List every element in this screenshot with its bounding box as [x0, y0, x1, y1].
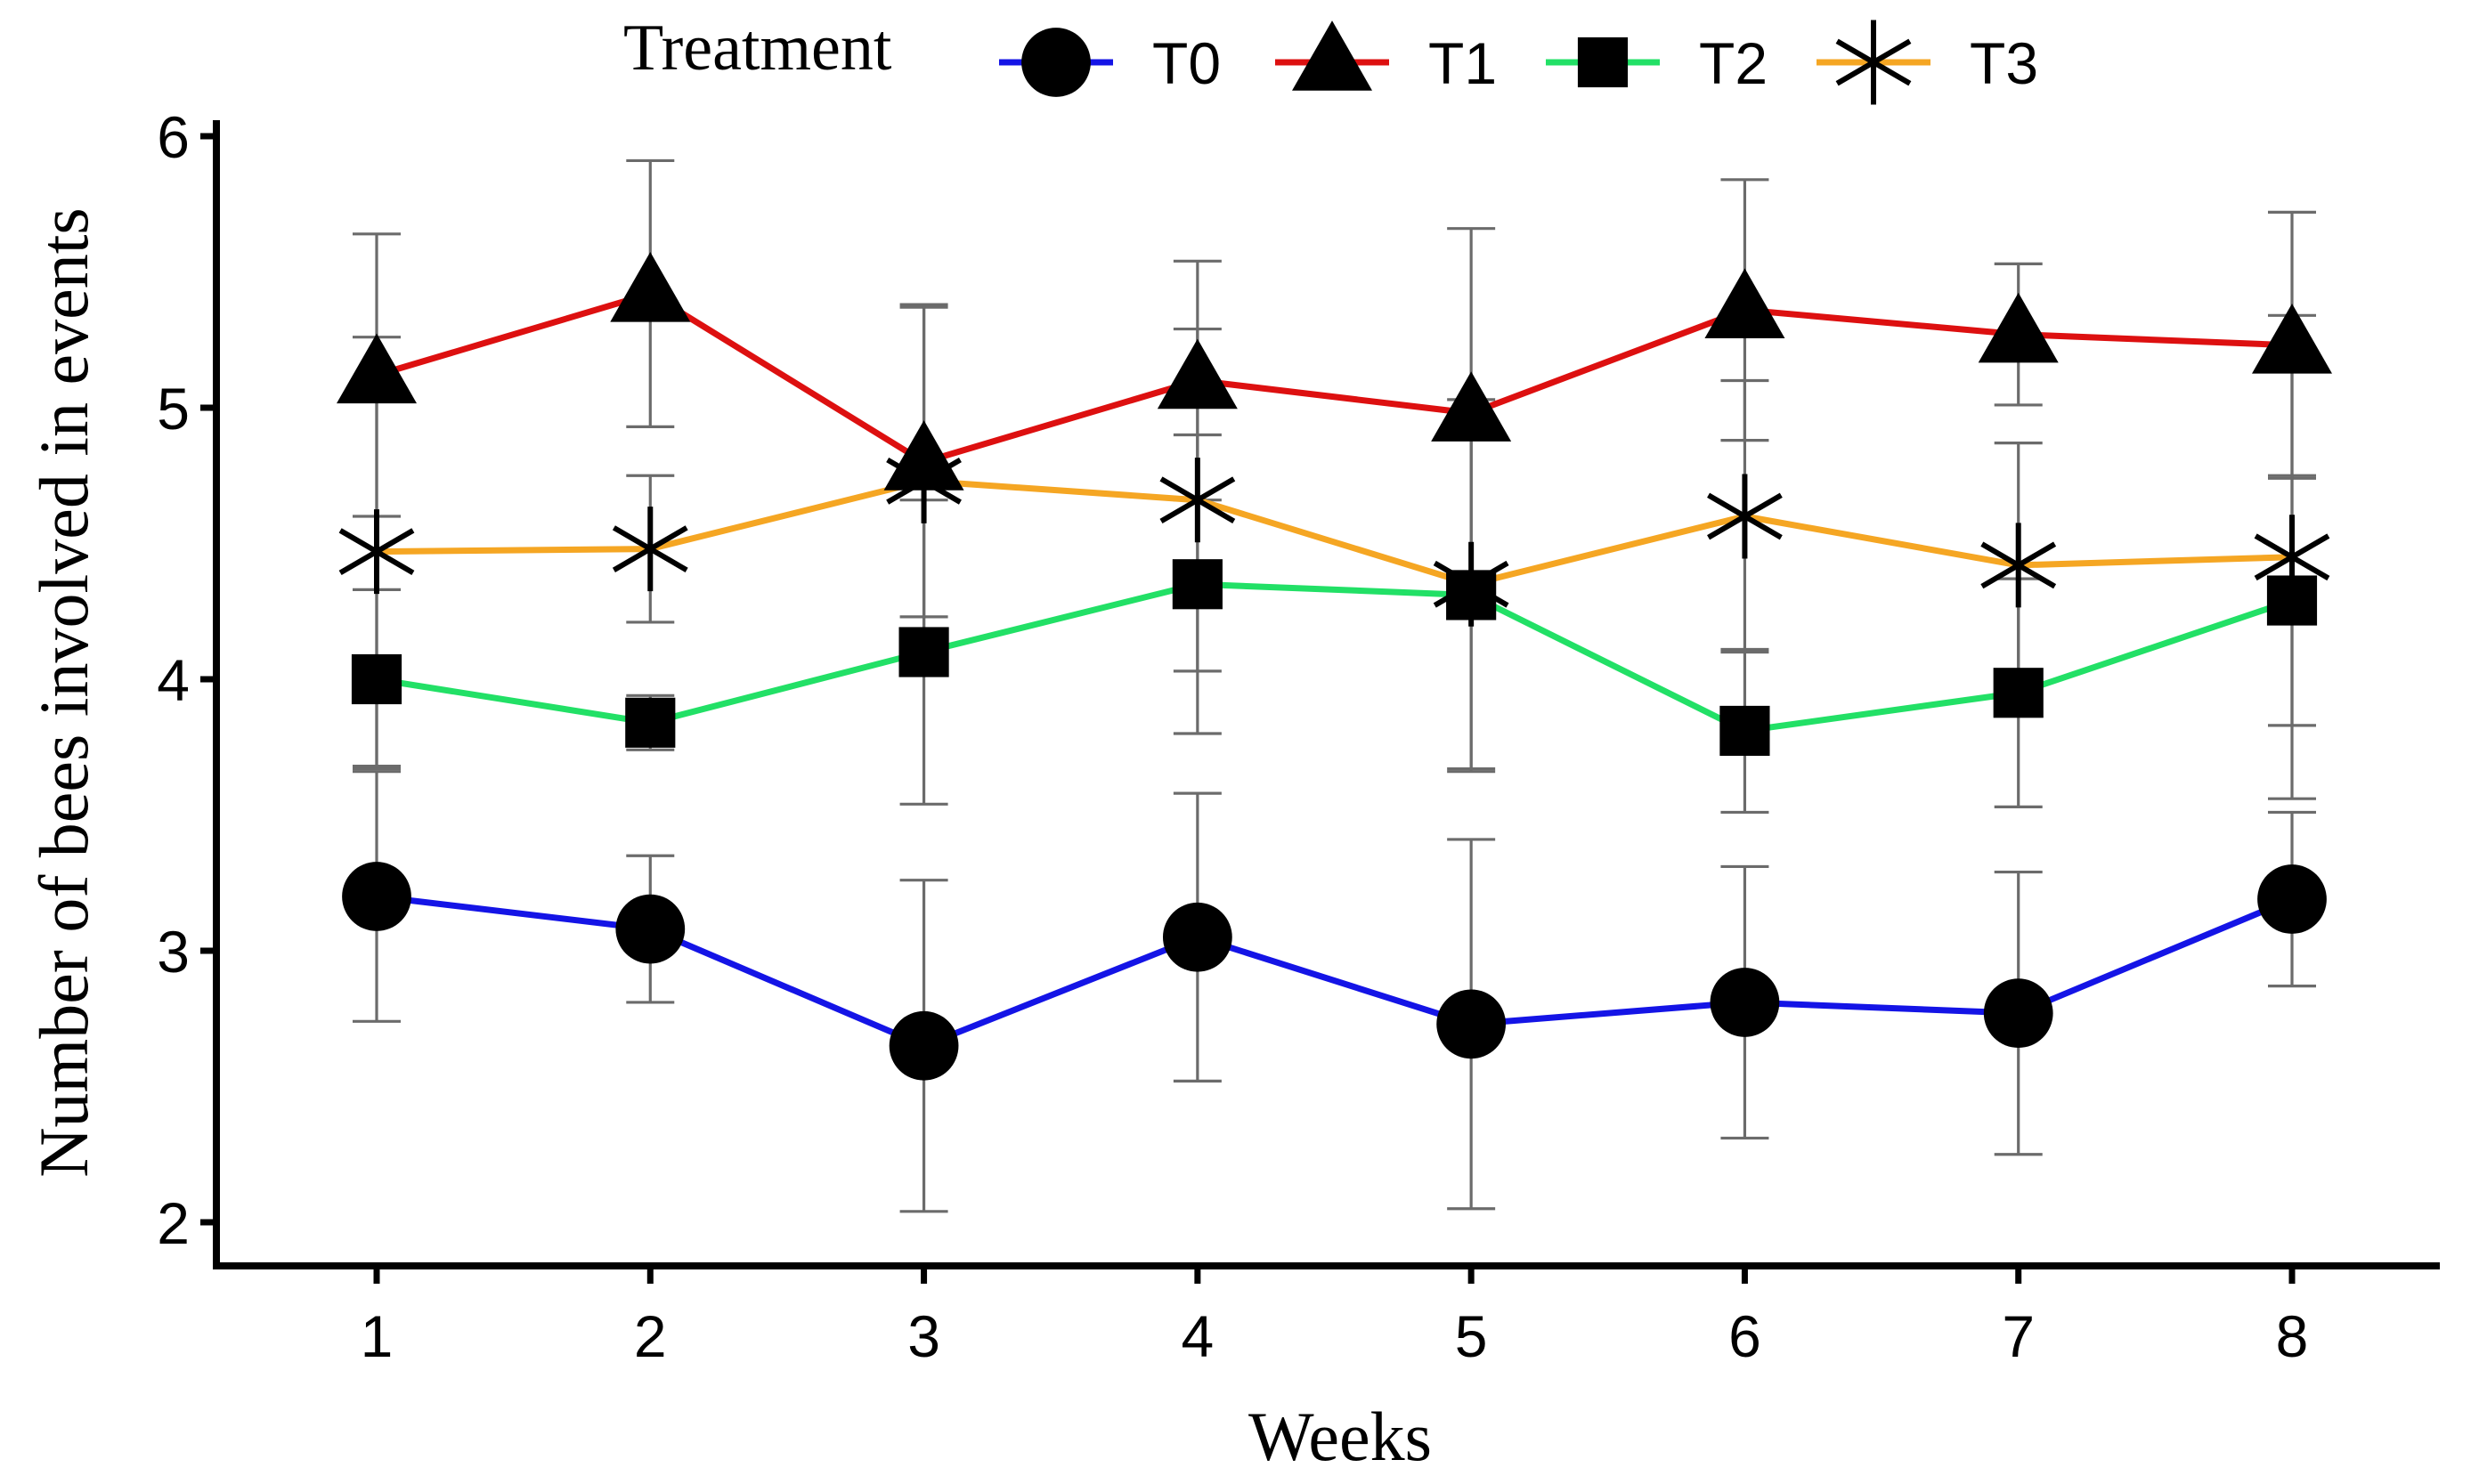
data-point-t2 [1993, 668, 2044, 718]
legend-label: T1 [1428, 30, 1497, 96]
series-line-t3 [376, 477, 2293, 588]
x-tick-label: 7 [2002, 1303, 2035, 1369]
data-point-t3 [1980, 523, 2057, 608]
legend-title: Treatment [623, 12, 892, 85]
y-axis-label: Number of bees involved in events [25, 207, 102, 1178]
x-tick-label: 5 [1455, 1303, 1488, 1369]
data-point-t0 [615, 894, 686, 964]
y-tick-label: 2 [157, 1190, 190, 1256]
legend-marker [1577, 36, 1629, 88]
x-tick-label: 6 [1728, 1303, 1761, 1369]
x-axis-label: Weeks [1248, 1398, 1432, 1475]
legend-marker [1292, 20, 1372, 91]
data-point-t1 [1704, 268, 1785, 338]
legend-item-t0: T0 [999, 28, 1221, 97]
data-point-t0 [1162, 902, 1232, 972]
x-tick-label: 3 [907, 1303, 940, 1369]
data-point-t3 [1159, 458, 1236, 543]
legend: Treatment T0 T1 T2 T3 [623, 12, 2038, 105]
legend-label: T2 [1699, 30, 1768, 96]
data-point-t1 [337, 333, 417, 404]
data-point-t1 [2252, 303, 2332, 374]
x-tick-label: 8 [2276, 1303, 2309, 1369]
legend-marker [1835, 20, 1912, 105]
axes: 2 3 4 5 6 1 2 3 4 5 6 7 8 [157, 104, 2440, 1369]
data-point-t1 [610, 252, 691, 322]
data-point-t0 [1710, 968, 1780, 1037]
series-line-t1 [376, 290, 2293, 466]
y-axis-ticks: 2 3 4 5 6 [157, 104, 216, 1256]
y-tick-label: 5 [157, 376, 190, 442]
data-point-t2 [1719, 705, 1770, 757]
x-tick-label: 4 [1181, 1303, 1214, 1369]
data-point-t3 [2254, 515, 2330, 600]
data-point-t2 [898, 627, 949, 677]
data-point-t3 [1433, 541, 1509, 627]
data-point-t3 [612, 507, 688, 592]
series-lines [376, 290, 2294, 1050]
data-point-t2 [351, 653, 402, 705]
x-tick-label: 1 [361, 1303, 394, 1369]
y-tick-label: 4 [157, 647, 190, 713]
data-point-t0 [1983, 978, 2053, 1049]
legend-marker [1021, 28, 1091, 97]
legend-label: T3 [1970, 30, 2038, 96]
data-point-t3 [338, 509, 415, 595]
series-line-t0 [376, 893, 2294, 1050]
x-tick-label: 2 [634, 1303, 667, 1369]
data-point-t0 [2257, 864, 2327, 934]
data-point-t2 [625, 697, 676, 748]
y-tick-label: 6 [157, 104, 190, 170]
legend-item-t1: T1 [1275, 20, 1497, 96]
data-point-t1 [1431, 371, 1512, 442]
y-tick-label: 3 [157, 919, 190, 985]
series-markers [337, 252, 2332, 1081]
data-point-t0 [889, 1010, 959, 1081]
legend-item-t2: T2 [1546, 30, 1768, 96]
data-point-t0 [342, 862, 411, 931]
series-line-t2 [376, 580, 2294, 734]
legend-item-t3: T3 [1817, 20, 2038, 105]
data-point-t1 [1978, 292, 2059, 363]
data-point-t1 [1157, 338, 1238, 410]
legend-label: T0 [1152, 30, 1221, 96]
x-axis-ticks: 1 2 3 4 5 6 7 8 [361, 1266, 2309, 1369]
data-point-t2 [1172, 559, 1223, 610]
data-point-t3 [886, 438, 962, 523]
data-point-t3 [1707, 474, 1783, 559]
data-point-t0 [1436, 989, 1507, 1059]
